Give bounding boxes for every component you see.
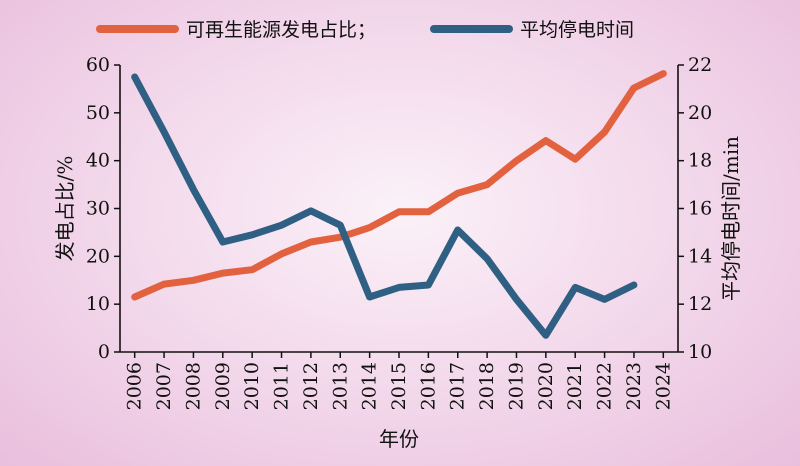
right-tick-label: 16 <box>688 198 712 220</box>
x-tick-label: 2021 <box>564 362 586 410</box>
x-tick-label: 2020 <box>535 362 557 410</box>
x-tick-label: 2019 <box>505 362 527 410</box>
x-tick-label: 2007 <box>153 362 175 410</box>
x-tick-label: 2023 <box>623 362 645 410</box>
x-tick-label: 2012 <box>300 362 322 410</box>
x-tick-label: 2011 <box>271 362 293 410</box>
series-line-2 <box>131 73 638 339</box>
left-tick-label: 0 <box>98 341 110 363</box>
x-tick-label: 2014 <box>359 362 381 410</box>
right-tick-label: 10 <box>688 341 712 363</box>
x-tick-label: 2009 <box>212 362 234 410</box>
left-tick-label: 40 <box>86 150 110 172</box>
x-tick-label: 2015 <box>388 362 410 410</box>
left-tick-label: 10 <box>86 293 110 315</box>
x-tick-label: 2022 <box>594 362 616 410</box>
left-tick-label: 50 <box>86 102 110 124</box>
right-tick-label: 18 <box>688 150 712 172</box>
series-layer <box>131 70 667 339</box>
x-tick-label: 2006 <box>124 362 146 410</box>
left-tick-label: 60 <box>86 54 110 76</box>
left-axis-title: 发电占比/% <box>53 156 77 262</box>
x-tick-label: 2010 <box>241 362 263 410</box>
x-tick-label: 2024 <box>652 362 674 410</box>
right-axis-title: 平均停电时间/min <box>719 136 743 301</box>
x-tick-label: 2016 <box>417 362 439 410</box>
x-tick-label: 2017 <box>447 362 469 410</box>
legend-label-2: 平均停电时间 <box>520 19 634 41</box>
legend-label-1: 可再生能源发电占比； <box>186 19 376 41</box>
left-tick-label: 30 <box>86 198 110 220</box>
x-tick-label: 2018 <box>476 362 498 410</box>
right-tick-label: 22 <box>688 54 712 76</box>
x-tick-label: 2008 <box>182 362 204 410</box>
x-axis-title: 年份 <box>379 427 419 451</box>
legend: 可再生能源发电占比； 平均停电时间 <box>96 19 634 41</box>
right-tick-label: 14 <box>688 245 712 267</box>
x-tick-label: 2013 <box>329 362 351 410</box>
series-line-1 <box>131 70 667 301</box>
left-tick-label: 20 <box>86 245 110 267</box>
right-tick-label: 12 <box>688 293 712 315</box>
right-tick-label: 20 <box>688 102 712 124</box>
